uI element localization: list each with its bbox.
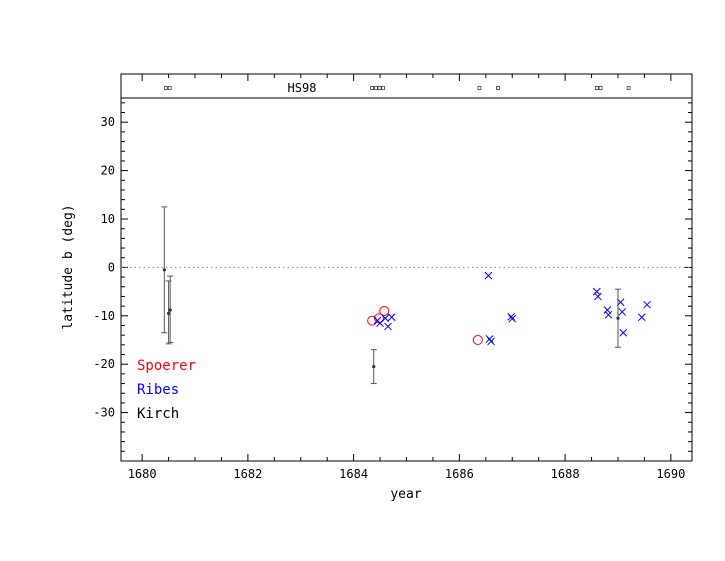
x-tick-label: 1690 (656, 467, 685, 481)
data-point-center (616, 316, 620, 320)
x-tick-label: 1688 (551, 467, 580, 481)
x-tick-label: 1684 (339, 467, 368, 481)
y-tick-label: 0 (108, 260, 115, 274)
data-point (619, 328, 628, 337)
band-marker (598, 86, 603, 90)
data-point (487, 337, 495, 346)
band-marker (370, 86, 374, 90)
band-marker (477, 86, 482, 90)
data-point (618, 308, 627, 316)
data-point (604, 310, 613, 319)
y-tick-label: 30 (101, 115, 115, 129)
data-point-center (372, 365, 376, 369)
band-marker (374, 86, 378, 90)
data-point (167, 275, 174, 343)
y-tick-label: -10 (93, 309, 115, 323)
data-point (484, 271, 493, 280)
y-tick-label: 20 (101, 164, 115, 178)
y-tick-label: 10 (101, 212, 115, 226)
data-point (472, 335, 483, 345)
data-point (387, 313, 396, 322)
data-point (384, 322, 392, 331)
series-ribes (373, 271, 651, 346)
data-point (381, 314, 390, 323)
series-kirch (161, 206, 621, 385)
data-point-center (166, 311, 171, 315)
data-point (485, 335, 494, 343)
data-point (603, 306, 612, 314)
legend: Spoerer Ribes Kirch (137, 358, 196, 422)
band-marker (496, 86, 500, 90)
data-point (594, 292, 602, 301)
data-point-center (168, 308, 172, 312)
data-point (370, 349, 377, 385)
x-tick-label: 1680 (128, 467, 157, 481)
y-tick-label: -30 (93, 406, 115, 420)
band-marker (377, 86, 382, 90)
data-point (614, 288, 621, 348)
data-point (507, 312, 516, 321)
data-point (367, 315, 378, 326)
legend-item-kirch: Kirch (137, 406, 179, 422)
y-axis: 30 20 10 0 -10 -20 -30 (93, 102, 692, 462)
y-axis-title: latitude b (deg) (61, 204, 76, 329)
legend-item-ribes: Ribes (137, 382, 179, 398)
data-point (165, 280, 172, 345)
x-tick-label: 1682 (233, 467, 262, 481)
data-point-center (162, 268, 166, 272)
band-label: HS98 (288, 81, 317, 95)
series-layer (161, 206, 651, 385)
band-marker (167, 86, 172, 90)
data-point (643, 300, 651, 309)
band-marker (164, 86, 168, 90)
data-point (379, 305, 390, 316)
series-spoerer (367, 305, 483, 345)
band-marker (595, 86, 599, 90)
y-tick-label: -20 (93, 357, 115, 371)
data-point (637, 313, 646, 322)
x-tick-label: 1686 (445, 467, 474, 481)
x-axis: 1680 1682 1684 1686 1688 1690 (128, 74, 685, 481)
data-point (508, 314, 517, 323)
band-markers (164, 86, 631, 90)
data-point (592, 287, 601, 296)
x-axis-title: year (390, 487, 421, 502)
band-marker (381, 86, 386, 90)
data-point (161, 206, 168, 334)
legend-item-spoerer: Spoerer (137, 358, 196, 374)
band-marker (626, 86, 631, 90)
